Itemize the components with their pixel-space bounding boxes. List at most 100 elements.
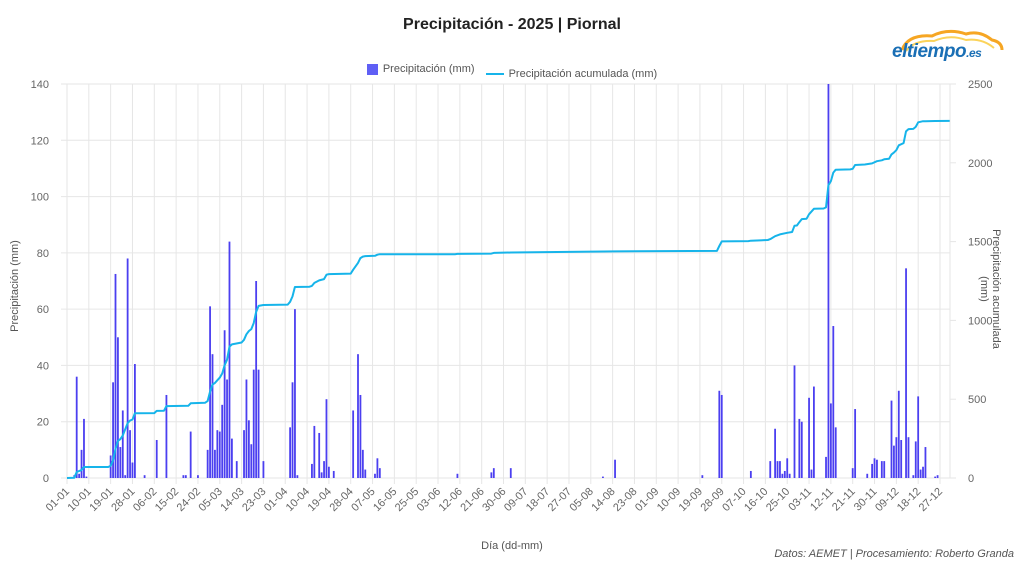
y-tick-label: 40 [37, 360, 49, 372]
precipitation-bar [854, 409, 857, 478]
x-tick-label: 23-03 [240, 486, 268, 514]
line-swatch-icon [485, 72, 504, 75]
precipitation-bar [216, 430, 219, 478]
precipitation-bar [914, 441, 917, 478]
x-tick-label: 16-10 [742, 486, 770, 514]
x-tick-label: 07-05 [349, 486, 377, 514]
logo-text: eltiempo.es [892, 41, 982, 62]
x-tick-label: 28-09 [698, 486, 726, 514]
x-tick-label: 03-11 [786, 486, 814, 514]
x-tick-label: 23-08 [611, 486, 639, 514]
precipitation-bar [182, 475, 185, 478]
x-tick-label: 21-11 [830, 486, 858, 514]
precipitation-bar [289, 427, 291, 478]
precipitation-bar [749, 470, 752, 478]
precipitation-bar [291, 382, 294, 478]
precipitation-bar [83, 418, 85, 478]
precipitation-bar [374, 473, 376, 478]
precipitation-bar [361, 449, 364, 478]
precipitation-bar [895, 437, 898, 478]
precipitation-bar [78, 473, 81, 478]
precipitation-bar [873, 458, 876, 478]
precipitation-bar [786, 458, 789, 478]
x-tick-label: 09-07 [502, 486, 530, 514]
x-tick-label: 15-02 [153, 486, 181, 514]
x-tick-label: 18-07 [524, 486, 552, 514]
precipitation-bar [357, 354, 359, 478]
precipitation-bar [917, 396, 920, 478]
precipitation-bar [325, 399, 328, 478]
y-tick-label: 20 [37, 417, 49, 429]
precipitation-bar [228, 241, 231, 478]
precipitation-bar [808, 397, 810, 478]
precipitation-bar [890, 400, 893, 478]
x-tick-label: 12-06 [437, 486, 465, 514]
precipitation-bar [197, 475, 199, 478]
precipitation-bar [320, 472, 323, 478]
precipitation-bar [211, 354, 214, 478]
precipitation-bar [114, 273, 117, 478]
x-tick-label: 03-06 [415, 486, 443, 514]
precipitation-bar [126, 258, 129, 478]
precipitation-bar [165, 394, 168, 478]
precipitation-bar [332, 470, 335, 478]
x-tick-label: 06-02 [131, 486, 159, 514]
precipitation-bar [323, 461, 325, 478]
y2-tick-label: 500 [968, 394, 986, 406]
chart-legend: Precipitación (mm) Precipitación acumula… [0, 63, 1024, 80]
precipitation-bar [352, 410, 355, 478]
precipitation-bar [117, 337, 119, 478]
x-tick-label: 05-08 [568, 486, 596, 514]
precipitation-bar [155, 440, 158, 478]
x-tick-label: 14-08 [589, 486, 617, 514]
precipitation-bar [798, 418, 801, 478]
precipitation-bar [226, 379, 228, 478]
x-tick-label: 01-01 [44, 486, 72, 514]
precipitation-bar [880, 461, 883, 478]
precipitation-bar [80, 449, 83, 478]
precipitation-bar [231, 438, 233, 478]
precipitation-bar [252, 369, 255, 478]
precipitation-bar [602, 476, 604, 478]
precipitation-bar [119, 447, 122, 478]
legend-item-bars[interactable]: Precipitación (mm) [366, 63, 475, 75]
x-tick-label: 27-12 [917, 486, 945, 514]
x-tick-label: 19-01 [87, 486, 115, 514]
precipitation-bar [245, 379, 248, 478]
x-tick-label: 25-05 [393, 486, 421, 514]
precipitation-bar [359, 394, 362, 478]
precipitation-bar [834, 427, 837, 478]
precipitation-bar [900, 440, 903, 478]
precipitation-bar [769, 461, 772, 478]
y-tick-label: 60 [37, 304, 49, 316]
precipitation-bar [456, 473, 459, 478]
precipitation-bar [85, 476, 88, 478]
precipitation-bar [614, 459, 616, 478]
precipitation-bar [851, 468, 854, 478]
x-tick-label: 30-06 [480, 486, 508, 514]
precipitation-bar [255, 281, 258, 478]
legend-item-line[interactable]: Precipitación acumulada (mm) [485, 68, 657, 80]
precipitation-bar [250, 444, 253, 478]
bar-swatch-icon [366, 63, 378, 75]
eltiempo-logo[interactable]: eltiempo.es [888, 28, 1008, 68]
precipitation-bar [112, 382, 114, 478]
y-tick-label: 120 [31, 135, 49, 147]
x-tick-label: 19-09 [677, 486, 705, 514]
precipitation-bar [774, 428, 776, 478]
y-tick-label: 100 [31, 192, 49, 204]
x-tick-label: 10-01 [66, 486, 94, 514]
precipitation-bar [793, 365, 796, 478]
x-tick-label: 10-04 [284, 486, 312, 514]
precipitation-bar [376, 458, 379, 478]
precipitation-bar [866, 473, 869, 478]
x-tick-label: 16-05 [371, 486, 399, 514]
precipitation-bar [871, 463, 873, 478]
x-tick-label: 18-12 [895, 486, 923, 514]
precipitation-bar [800, 421, 803, 478]
precipitation-bar [364, 469, 367, 478]
x-tick-label: 21-06 [458, 486, 486, 514]
precipitation-bar [825, 456, 827, 478]
x-tick-label: 01-04 [262, 486, 290, 514]
precipitation-bar [832, 326, 835, 478]
